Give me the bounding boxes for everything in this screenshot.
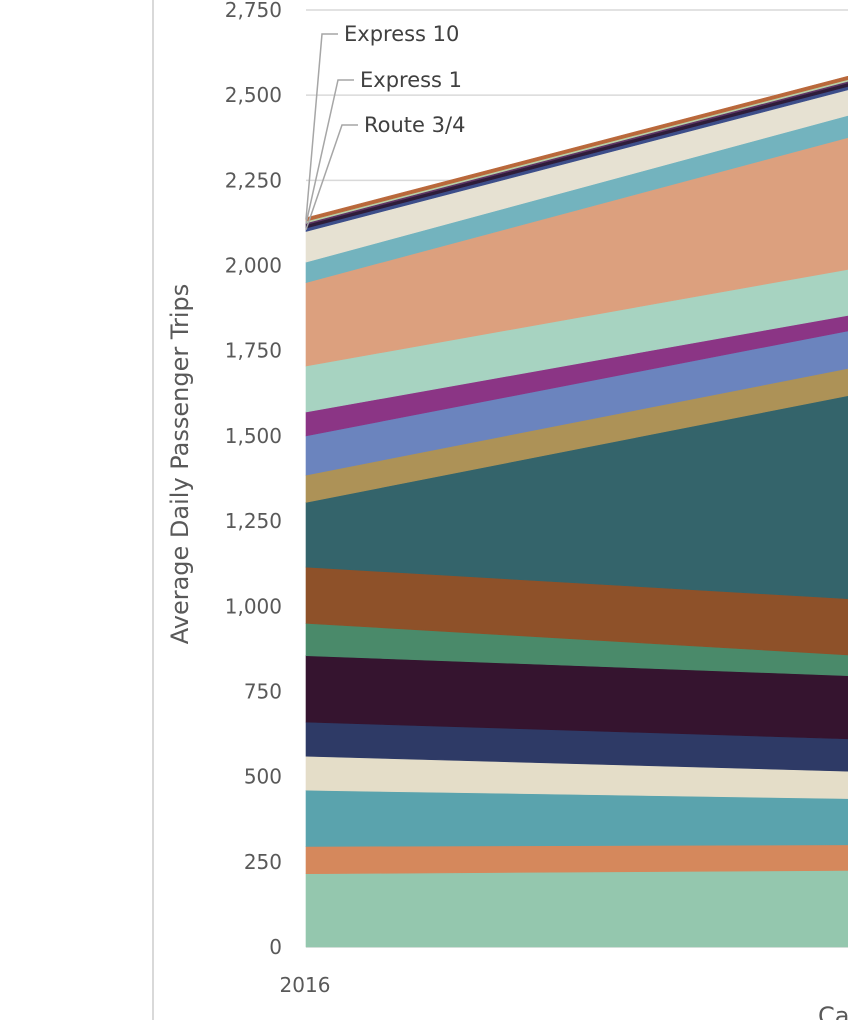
area-series-3 <box>305 789 848 847</box>
y-tick-label: 1,250 <box>225 509 282 533</box>
y-tick-label: 500 <box>244 765 282 789</box>
callout-leader-line <box>305 79 354 224</box>
area-series-2 <box>305 844 848 875</box>
y-tick-label: 0 <box>269 935 282 959</box>
callout-label: Express 10 <box>344 22 459 46</box>
callout-label: Express 1 <box>360 68 462 92</box>
area-series-group <box>305 75 848 948</box>
series-callouts: Express 10 Express 1 Route 3/4 <box>305 22 465 231</box>
y-tick-label: 1,500 <box>225 424 282 448</box>
y-tick-label: 1,750 <box>225 339 282 363</box>
callout-label: Route 3/4 <box>364 113 465 137</box>
area-series-1 <box>305 870 848 948</box>
x-tick-label: 2016 <box>280 973 331 997</box>
x-axis-ticks: 2016 <box>280 973 331 997</box>
callout-leader-line <box>305 33 338 220</box>
y-tick-label: 750 <box>244 679 282 703</box>
area-series-express-10 <box>305 75 848 222</box>
callout-leader-line <box>305 124 358 231</box>
y-axis-title: Average Daily Passenger Trips <box>166 284 194 645</box>
y-tick-label: 2,750 <box>225 0 282 22</box>
x-axis-title: Ca <box>818 1002 848 1020</box>
y-tick-label: 2,250 <box>225 168 282 192</box>
y-tick-label: 2,500 <box>225 83 282 107</box>
y-tick-label: 250 <box>244 850 282 874</box>
y-tick-label: 2,000 <box>225 254 282 278</box>
y-tick-label: 1,000 <box>225 594 282 618</box>
y-axis-ticks: 0 250 500 750 1,000 1,250 1,500 1,750 2,000 2,250… <box>225 0 282 959</box>
